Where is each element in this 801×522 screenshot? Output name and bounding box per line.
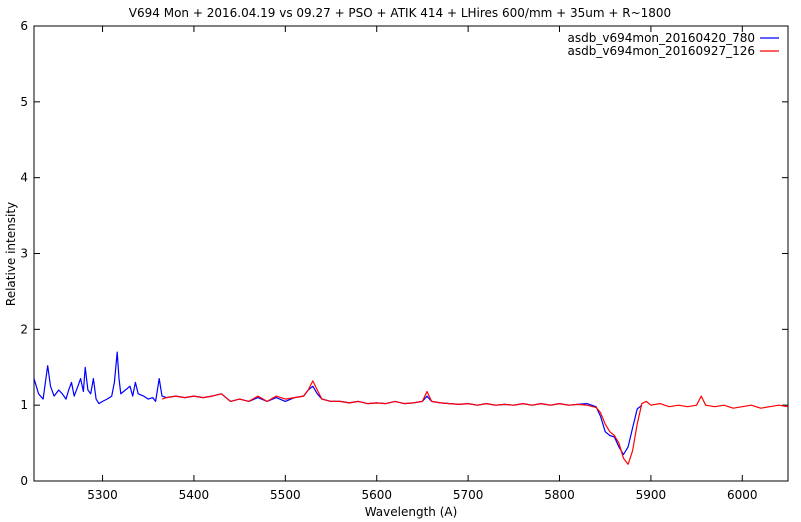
x-axis-label: Wavelength (A) — [365, 505, 458, 519]
chart-title: V694 Mon + 2016.04.19 vs 09.27 + PSO + A… — [129, 6, 671, 20]
y-tick-label: 0 — [20, 474, 28, 488]
y-tick-label: 4 — [20, 171, 28, 185]
x-tick-label: 5400 — [179, 488, 210, 502]
legend-label: asdb_v694mon_20160927_126 — [568, 44, 755, 58]
y-tick-label: 2 — [20, 322, 28, 336]
x-tick-label: 5800 — [544, 488, 575, 502]
y-tick-label: 5 — [20, 95, 28, 109]
legend: asdb_v694mon_20160420_780asdb_v694mon_20… — [568, 31, 779, 58]
plot-frame — [33, 25, 789, 482]
y-axis: 0 1 2 3 4 5 6 — [20, 19, 788, 488]
x-tick-label: 5300 — [87, 488, 118, 502]
x-tick-label: 6000 — [727, 488, 758, 502]
series-lines — [33, 351, 789, 465]
y-tick-label: 6 — [20, 19, 28, 33]
x-tick-label: 5700 — [453, 488, 484, 502]
y-tick-label: 3 — [20, 247, 28, 261]
plot-area — [33, 25, 789, 482]
x-tick-label: 5900 — [636, 488, 667, 502]
series-line-2 — [161, 380, 789, 465]
y-tick-label: 1 — [20, 398, 28, 412]
x-tick-label: 5600 — [361, 488, 392, 502]
x-axis: 5300 5400 5500 5600 5700 5800 5900 6000 — [87, 26, 758, 502]
series-line-1 — [33, 351, 643, 456]
y-axis-label: Relative intensity — [4, 202, 18, 306]
legend-label: asdb_v694mon_20160420_780 — [568, 31, 755, 45]
x-tick-label: 5500 — [270, 488, 301, 502]
